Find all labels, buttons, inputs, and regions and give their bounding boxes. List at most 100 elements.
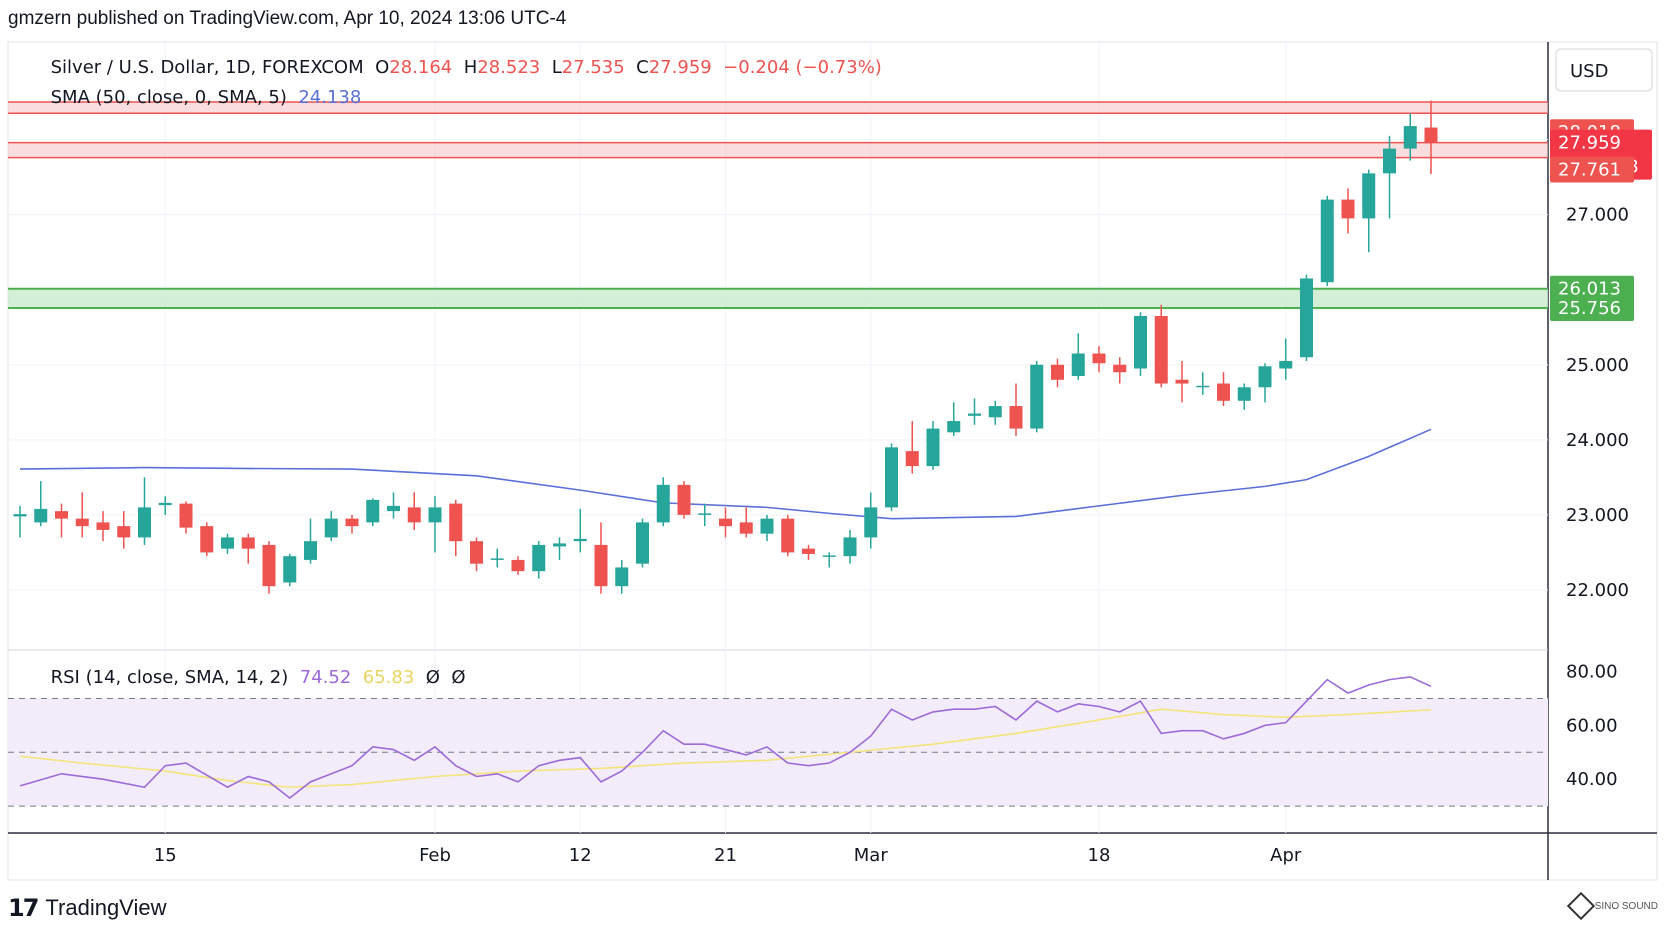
- close-label: C: [636, 57, 649, 78]
- candle-body: [885, 447, 898, 508]
- candle: [719, 507, 732, 538]
- x-tick-label: Apr: [1270, 845, 1302, 866]
- candle: [988, 400, 1002, 425]
- currency-label: USD: [1570, 61, 1608, 82]
- candle-body: [781, 518, 795, 553]
- support-zone: [8, 288, 1548, 309]
- candle: [55, 503, 68, 538]
- x-tick-label: 12: [569, 845, 592, 866]
- candle: [470, 537, 483, 572]
- candle-body: [366, 499, 380, 523]
- price-zones: [8, 101, 1548, 310]
- candle: [158, 496, 172, 515]
- candle-body: [1030, 364, 1044, 429]
- candle: [1217, 372, 1230, 407]
- candle-body: [511, 559, 525, 572]
- candle: [449, 499, 463, 557]
- candle: [864, 492, 878, 549]
- price-badge: 27.761: [1550, 156, 1634, 183]
- candle: [1134, 312, 1147, 377]
- candle: [1362, 169, 1376, 253]
- candle-body: [345, 518, 359, 527]
- candle-body: [179, 503, 193, 528]
- candle: [304, 518, 317, 564]
- candle: [34, 481, 48, 527]
- watermark: SINO SOUND: [1566, 891, 1658, 921]
- candle: [843, 529, 857, 564]
- candle: [179, 501, 193, 534]
- price-badge-box: [1550, 129, 1652, 156]
- candle-body: [822, 555, 836, 557]
- candle: [885, 443, 898, 512]
- symbol-legend[interactable]: Silver / U.S. Dollar, 1D, FOREXCOM O28.1…: [22, 57, 899, 78]
- candle-body: [96, 522, 110, 530]
- candle: [1279, 338, 1293, 380]
- candle: [428, 496, 442, 553]
- rsi-tick-label: 80.00: [1566, 662, 1618, 683]
- open-label: O: [375, 57, 389, 78]
- tradingview-brand[interactable]: 17 TradingView: [8, 894, 166, 922]
- candle: [345, 514, 359, 534]
- low-label: L: [552, 57, 562, 78]
- candle-body: [324, 518, 338, 538]
- candle: [698, 503, 712, 527]
- brand-name: TradingView: [45, 895, 167, 920]
- candle-body: [449, 503, 463, 542]
- resistance-zone: [8, 102, 1548, 114]
- rsi-path: [19, 676, 1432, 800]
- rsi-sma-value: 65.83: [363, 667, 415, 688]
- candle-body: [615, 567, 629, 587]
- candle: [283, 553, 297, 587]
- candle-body: [241, 537, 255, 549]
- candle-body: [1092, 353, 1106, 364]
- candle-body: [283, 556, 297, 583]
- candle: [1175, 361, 1189, 403]
- candle: [1113, 357, 1127, 384]
- candle: [760, 514, 774, 542]
- candle-body: [1300, 278, 1313, 358]
- candle: [262, 541, 276, 594]
- candle-body: [573, 538, 587, 542]
- price-badge: 25.756: [1550, 295, 1634, 322]
- price-badge-box: [1550, 295, 1634, 322]
- candle: [594, 522, 608, 594]
- rsi-legend[interactable]: RSI (14, close, SMA, 14, 2) 74.52 65.83 …: [22, 667, 483, 688]
- candle: [656, 477, 670, 527]
- price-badge: 27.959: [1550, 129, 1652, 156]
- sma-legend[interactable]: SMA (50, close, 0, SMA, 5) 24.138: [22, 87, 378, 108]
- candle-body: [158, 502, 172, 506]
- tradingview-logo-icon: 17: [8, 894, 39, 922]
- x-tick-label: Feb: [419, 845, 451, 866]
- watermark-text: SINO SOUND: [1594, 900, 1658, 912]
- candle-body: [1403, 126, 1417, 149]
- candle-body: [1009, 406, 1023, 429]
- x-tick-label: 18: [1088, 845, 1111, 866]
- candle-body: [1196, 385, 1210, 388]
- candle-body: [75, 518, 89, 527]
- high-label: H: [464, 57, 478, 78]
- rsi-lines: [19, 676, 1432, 800]
- candle: [407, 492, 421, 530]
- rsi-tick-label: 60.00: [1566, 715, 1618, 736]
- sma-path: [19, 428, 1432, 520]
- candle: [802, 544, 815, 560]
- currency-box[interactable]: [1555, 48, 1653, 92]
- candle-body: [1071, 353, 1085, 377]
- candle-body: [34, 508, 48, 523]
- candle: [1009, 383, 1023, 437]
- candle: [739, 507, 753, 538]
- price-badge-label: 27.761: [1558, 160, 1621, 181]
- candle-body: [719, 518, 732, 527]
- candle-body: [200, 526, 214, 553]
- candle-body: [656, 484, 670, 523]
- candle: [905, 421, 919, 474]
- candle-body: [739, 522, 753, 534]
- symbol-name: Silver / U.S. Dollar, 1D, FOREXCOM: [51, 57, 364, 78]
- candle: [615, 559, 629, 594]
- candle-body: [262, 544, 276, 587]
- candles: [13, 100, 1438, 594]
- candle-body: [926, 428, 940, 467]
- candle: [532, 541, 546, 579]
